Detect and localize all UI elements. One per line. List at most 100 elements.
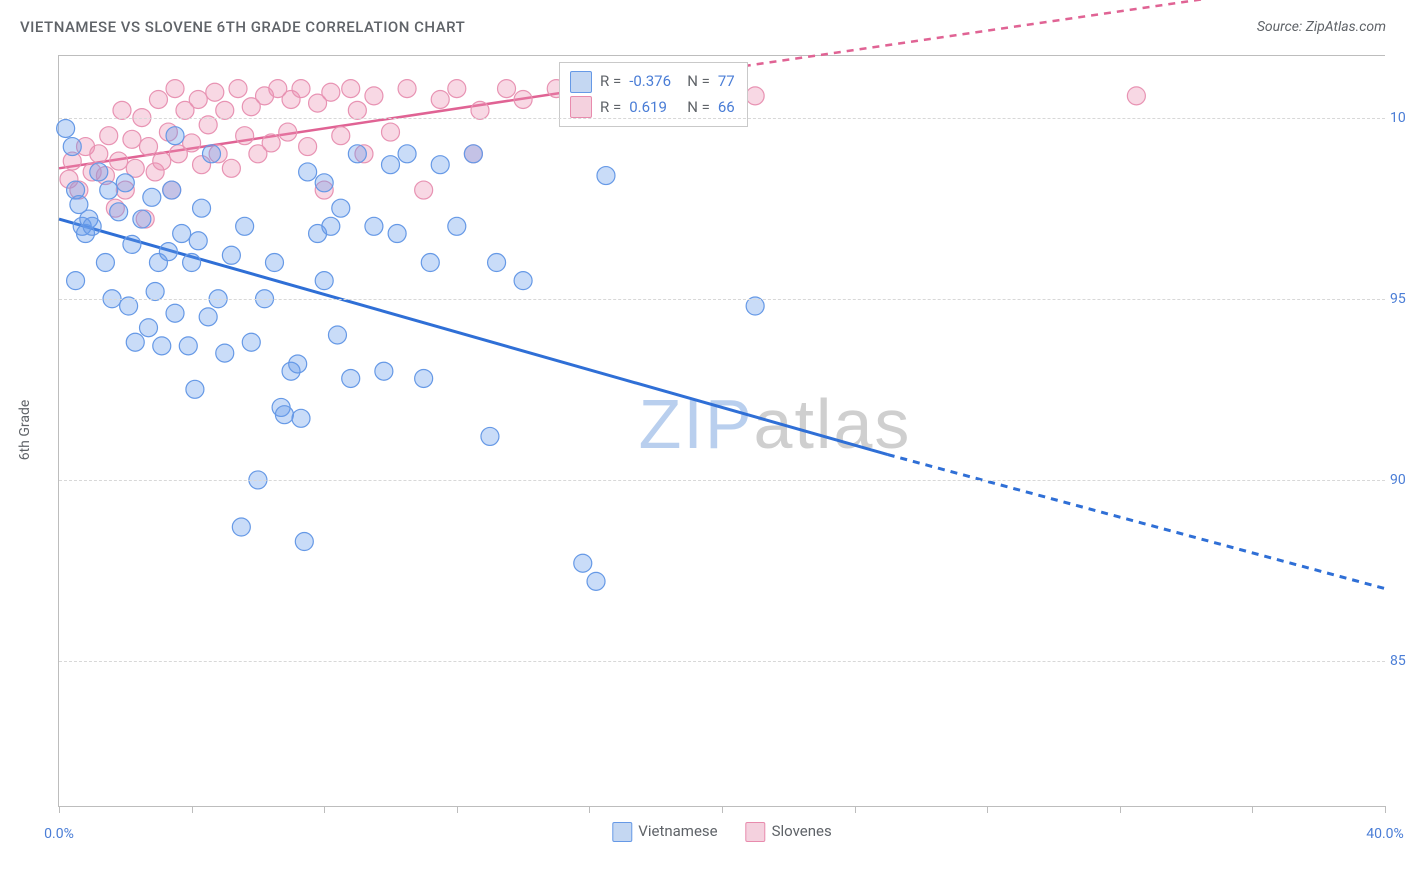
data-point <box>365 87 383 105</box>
data-point <box>464 145 482 163</box>
data-point <box>415 181 433 199</box>
data-point <box>398 80 416 98</box>
x-tick <box>855 806 856 813</box>
chart-source: Source: ZipAtlas.com <box>1257 19 1386 35</box>
data-point <box>295 533 313 551</box>
data-point <box>242 333 260 351</box>
gridline <box>59 661 1385 662</box>
data-point <box>236 127 254 145</box>
legend-n-label: N = <box>687 69 710 95</box>
data-point <box>222 159 240 177</box>
y-tick-label: 90.0% <box>1390 472 1406 488</box>
chart-header: VIETNAMESE VS SLOVENE 6TH GRADE CORRELAT… <box>20 18 1386 36</box>
data-point <box>96 254 114 272</box>
legend-r-label2: R = <box>600 95 621 121</box>
data-point <box>206 83 224 101</box>
data-point <box>448 217 466 235</box>
x-tick <box>589 806 590 813</box>
legend-n-viet: 77 <box>718 69 735 95</box>
data-point <box>189 232 207 250</box>
data-point <box>328 326 346 344</box>
data-point <box>365 217 383 235</box>
data-point <box>299 138 317 156</box>
data-point <box>186 380 204 398</box>
data-point <box>597 167 615 185</box>
data-point <box>488 254 506 272</box>
data-point <box>153 337 171 355</box>
data-point <box>179 337 197 355</box>
legend-n-slov: 66 <box>718 95 735 121</box>
data-point <box>348 145 366 163</box>
gridline <box>59 299 1385 300</box>
legend-row-slovenes: R = 0.619 N = 66 <box>570 95 735 121</box>
data-point <box>514 90 532 108</box>
data-point <box>431 156 449 174</box>
data-point <box>67 272 85 290</box>
x-tick <box>59 806 60 813</box>
legend-item-slovenes: Slovenes <box>746 822 832 842</box>
data-point <box>498 80 516 98</box>
data-point <box>159 243 177 261</box>
data-point <box>183 254 201 272</box>
x-tick <box>457 806 458 813</box>
data-point <box>140 319 158 337</box>
trend-line-dashed <box>888 455 1385 589</box>
x-tick <box>1252 806 1253 813</box>
data-point <box>229 80 247 98</box>
x-tick <box>1120 806 1121 813</box>
data-point <box>279 123 297 141</box>
data-point <box>123 235 141 253</box>
data-point <box>202 145 220 163</box>
data-point <box>332 127 350 145</box>
data-point <box>1127 87 1145 105</box>
data-point <box>299 163 317 181</box>
data-point <box>332 199 350 217</box>
legend-swatch-slovenes <box>570 96 592 118</box>
data-point <box>289 355 307 373</box>
legend-r-label: R = <box>600 69 621 95</box>
trend-line <box>59 219 888 455</box>
data-point <box>236 217 254 235</box>
data-point <box>63 138 81 156</box>
data-point <box>587 572 605 590</box>
legend-r-viet: -0.376 <box>629 69 679 95</box>
y-tick-label: 95.0% <box>1390 291 1406 307</box>
x-tick <box>192 806 193 813</box>
data-point <box>481 427 499 445</box>
legend-color-slovenes <box>746 822 766 842</box>
data-point <box>382 123 400 141</box>
data-point <box>126 333 144 351</box>
data-point <box>173 225 191 243</box>
y-axis-title: 6th Grade <box>17 400 33 461</box>
data-point <box>110 203 128 221</box>
legend-n-label2: N = <box>687 95 710 121</box>
data-point <box>133 210 151 228</box>
data-point <box>100 181 118 199</box>
data-point <box>222 246 240 264</box>
data-point <box>415 369 433 387</box>
gridline <box>59 480 1385 481</box>
data-point <box>183 134 201 152</box>
data-point <box>342 369 360 387</box>
y-tick-label: 100.0% <box>1390 110 1406 126</box>
gridline <box>59 118 1385 119</box>
y-tick-label: 85.0% <box>1390 653 1406 669</box>
data-point <box>116 174 134 192</box>
legend-item-vietnamese: Vietnamese <box>612 822 717 842</box>
x-tick <box>324 806 325 813</box>
legend-label-vietnamese: Vietnamese <box>638 822 717 840</box>
data-point <box>140 138 158 156</box>
data-point <box>83 217 101 235</box>
data-point <box>421 254 439 272</box>
legend-swatch-vietnamese <box>570 71 592 93</box>
data-point <box>388 225 406 243</box>
chart-svg <box>59 56 1385 806</box>
legend-row-vietnamese: R = -0.376 N = 77 <box>570 69 735 95</box>
data-point <box>322 217 340 235</box>
data-point <box>143 188 161 206</box>
data-point <box>322 83 340 101</box>
data-point <box>232 518 250 536</box>
data-point <box>262 134 280 152</box>
data-point <box>382 156 400 174</box>
data-point <box>110 152 128 170</box>
